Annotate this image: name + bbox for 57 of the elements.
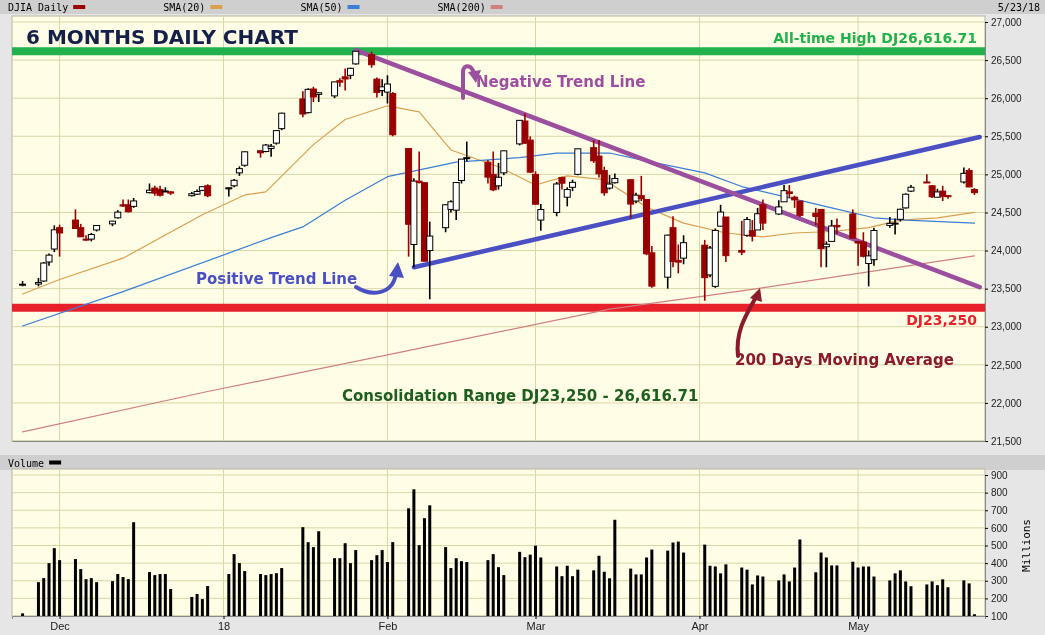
y-tick-label: 600 [991, 522, 1009, 534]
candlestick [743, 216, 751, 238]
legend-label: SMA(20) [163, 2, 206, 13]
ref-line-label: DJ23,250 [906, 311, 978, 328]
y-tick-label: 25,000 [991, 169, 1023, 181]
y-tick-label: 500 [991, 540, 1009, 552]
y-tick-label: 900 [991, 469, 1009, 481]
y-tick-label: 300 [991, 575, 1009, 587]
y-tick-label: 100 [991, 610, 1009, 622]
text: 5/23/18 [997, 2, 1040, 13]
x-tick-label: Apr [691, 619, 709, 632]
candlestick [738, 220, 746, 256]
annotation: Consolidation Range DJ23,250 - 26,616.71 [342, 387, 699, 406]
y-axis-title: Millions [1020, 519, 1033, 572]
candlestick [50, 224, 58, 253]
y-tick-label: 25,500 [991, 130, 1023, 142]
y-tick-label: 27,000 [991, 16, 1023, 28]
y-tick-label: 700 [991, 504, 1009, 516]
candlestick [442, 203, 450, 234]
legend-label: Volume [8, 457, 45, 469]
candlestick [56, 223, 64, 258]
candlestick [680, 234, 688, 266]
candlestick [833, 217, 841, 235]
y-tick-label: 23,500 [991, 283, 1023, 295]
line-series [21, 152, 976, 327]
annotation: 200 Days Moving Average [735, 351, 954, 370]
x-tick-label: Feb [378, 619, 398, 632]
chart-title: 6 MONTHS DAILY CHART [26, 25, 299, 49]
annotation: Negative Trend Line [476, 73, 646, 92]
x-tick-label: 18 [217, 619, 231, 632]
y-tick-label: 22,000 [991, 397, 1023, 409]
y-tick-label: 400 [991, 557, 1009, 569]
candlestick [315, 91, 323, 103]
candlestick [304, 87, 312, 115]
y-tick-label: 23,000 [991, 321, 1023, 333]
candlestick [426, 220, 434, 301]
y-tick-label: 26,500 [991, 54, 1023, 66]
y-tick-label: 800 [991, 487, 1009, 499]
x-tick-label: Dec [50, 619, 71, 632]
legend-label: SMA(50) [300, 2, 343, 13]
line-series [21, 255, 976, 433]
y-tick-label: 24,000 [991, 245, 1023, 257]
y-tick-label: 24,500 [991, 207, 1023, 219]
x-tick-label: Mar [526, 619, 546, 632]
ref-line-label: All-time High DJ26,616.71 [773, 30, 977, 47]
y-tick-label: 22,500 [991, 359, 1023, 371]
candlestick [537, 203, 545, 232]
line-series [21, 105, 976, 295]
candlestick [759, 198, 767, 231]
legend-label: SMA(200) [437, 2, 486, 13]
x-tick-label: May [848, 619, 870, 632]
y-tick-label: 200 [991, 593, 1009, 605]
y-tick-label: 21,500 [991, 435, 1023, 447]
legend-label: DJIA Daily [8, 2, 69, 13]
y-tick-label: 26,000 [991, 92, 1023, 104]
annotation: Positive Trend Line [196, 270, 358, 289]
candlestick [748, 219, 756, 243]
